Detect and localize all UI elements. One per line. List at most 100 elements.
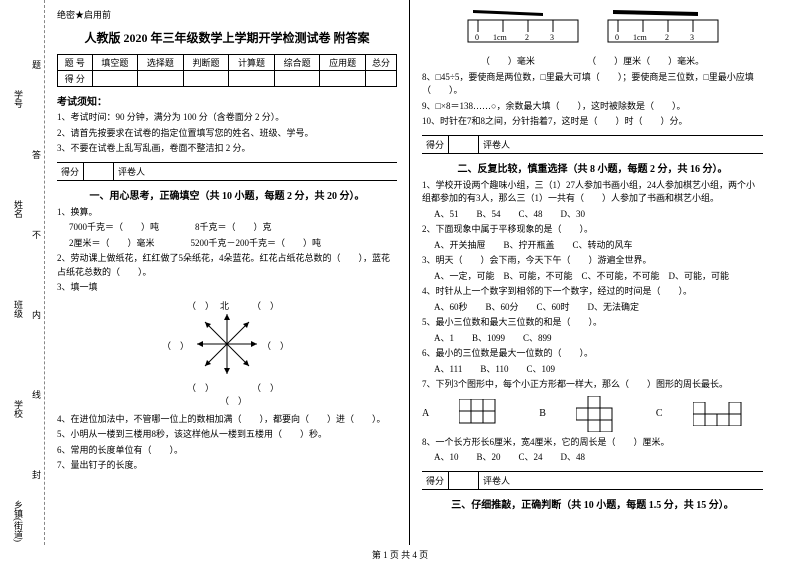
q5: 5、小明从一楼到三楼用8秒，该这样他从一楼到五楼用（ ）秒。 bbox=[57, 428, 397, 442]
compass-blank: （ ） bbox=[220, 394, 247, 407]
shape-a-icon bbox=[459, 399, 509, 429]
shape-b-icon bbox=[576, 396, 626, 432]
s2q7: 7、下列3个图形中，每个小正方形都一样大，那么（ ）图形的周长最长。 bbox=[422, 378, 763, 392]
q2: 2、劳动课上做纸花，红红做了5朵纸花，4朵蓝花。红花占纸花总数的（ ），蓝花占纸… bbox=[57, 252, 397, 279]
ruler-diagram: 0 1cm 2 3 0 1cm 2 3 bbox=[422, 8, 763, 51]
page-footer: 第 1 页 共 4 页 bbox=[0, 548, 800, 561]
reviewer-label: 评卷人 bbox=[479, 136, 514, 153]
q3: 3、填一填 bbox=[57, 281, 397, 295]
svg-text:3: 3 bbox=[550, 33, 554, 42]
svg-text:0: 0 bbox=[475, 33, 479, 42]
score-label: 得分 bbox=[422, 136, 449, 153]
side-label-class: 班级 bbox=[12, 300, 25, 318]
svg-text:2: 2 bbox=[665, 33, 669, 42]
seal-mark: 封 bbox=[30, 470, 43, 479]
q1-line2: 2厘米＝（ ）毫米 5200千克－200千克＝（ ）吨 bbox=[57, 237, 397, 251]
section2-title: 二、反复比较，慎重选择（共 8 小题，每题 2 分，共 16 分）。 bbox=[422, 160, 763, 175]
compass-blank: （ ） bbox=[262, 339, 289, 352]
shape-label-b: B bbox=[539, 408, 546, 419]
s2q8-opts: A、10 B、20 C、24 D、48 bbox=[422, 451, 763, 465]
th-fill: 填空题 bbox=[92, 55, 138, 71]
s2q2: 2、下面现象中属于平移现象的是（ ）。 bbox=[422, 223, 763, 237]
shape-label-c: C bbox=[656, 408, 663, 419]
notice-3: 3、不要在试卷上乱写乱画，卷面不整洁扣 2 分。 bbox=[57, 142, 397, 156]
shape-c-icon bbox=[693, 402, 753, 426]
ruler-answer-2: （ ）厘米（ ）毫米。 bbox=[587, 56, 704, 66]
ruler-2: 0 1cm 2 3 bbox=[603, 8, 723, 51]
q9: 9、□×8＝138……○，余数最大填（ ），这时被除数是（ ）。 bbox=[422, 100, 763, 114]
ruler-answer-1: （ ）毫米 bbox=[481, 56, 535, 66]
compass-blank: （ ） bbox=[162, 339, 189, 352]
th-total: 总分 bbox=[365, 55, 396, 71]
secret-label: 绝密★启用前 bbox=[57, 8, 397, 21]
section1-title: 一、用心思考，正确填空（共 10 小题，每题 2 分，共 20 分）。 bbox=[57, 187, 397, 202]
exam-title: 人教版 2020 年三年级数学上学期开学检测试卷 附答案 bbox=[57, 29, 397, 46]
side-label-name: 姓名 bbox=[12, 200, 25, 218]
ruler-icon: 0 1cm 2 3 bbox=[463, 8, 583, 48]
seal-mark: 题 bbox=[30, 60, 43, 69]
s2q6: 6、最小的三位数是最大一位数的（ ）。 bbox=[422, 347, 763, 361]
reviewer-label: 评卷人 bbox=[479, 472, 514, 489]
s2q1: 1、学校开设两个趣味小组，三（1）27人参加书画小组，24人参加棋艺小组，两个小… bbox=[422, 179, 763, 206]
s2q3-opts: A、一定，可能 B、可能，不可能 C、不可能，不可能 D、可能，可能 bbox=[422, 270, 763, 284]
ruler-1: 0 1cm 2 3 bbox=[463, 8, 583, 51]
score-table: 题 号 填空题 选择题 判断题 计算题 综合题 应用题 总分 得 分 bbox=[57, 54, 397, 87]
section3-title: 三、仔细推敲，正确判断（共 10 小题，每题 1.5 分，共 15 分）。 bbox=[422, 496, 763, 511]
q1-stem: 1、换算。 bbox=[57, 206, 397, 220]
section-score-box: 得分 评卷人 bbox=[422, 135, 763, 154]
notice-title: 考试须知： bbox=[57, 93, 397, 108]
s2q3: 3、明天（ ）会下雨，今天下午（ ）游遍全世界。 bbox=[422, 254, 763, 268]
s2q4: 4、时针从上一个数字到相邻的下一个数字，经过的时间是（ ）。 bbox=[422, 285, 763, 299]
th-app: 应用题 bbox=[320, 55, 366, 71]
th-calc: 计算题 bbox=[229, 55, 275, 71]
side-label-school: 学校 bbox=[12, 400, 25, 418]
q10: 10、时针在7和8之间，分针指着7，这时是（ ）时（ ）分。 bbox=[422, 115, 763, 129]
compass-blank: （ ） bbox=[187, 381, 214, 394]
th-choice: 选择题 bbox=[138, 55, 184, 71]
side-label-township: 乡镇(街道) bbox=[12, 500, 25, 542]
side-label-id: 学号 bbox=[12, 90, 25, 108]
q8: 8、□45÷5，要使商是两位数，□里最大可填（ ）；要使商是三位数，□里最小应填… bbox=[422, 71, 763, 98]
svg-text:3: 3 bbox=[690, 33, 694, 42]
section-score-box: 得分 评卷人 bbox=[422, 471, 763, 490]
compass-north: 北 bbox=[220, 299, 229, 312]
svg-text:2: 2 bbox=[525, 33, 529, 42]
score-label: 得分 bbox=[57, 163, 84, 180]
notice-2: 2、请首先按要求在试卷的指定位置填写您的姓名、班级、学号。 bbox=[57, 127, 397, 141]
s2q4-opts: A、60秒 B、60分 C、60时 D、无法确定 bbox=[422, 301, 763, 315]
score-label: 得分 bbox=[422, 472, 449, 489]
seal-mark: 线 bbox=[30, 390, 43, 399]
s2q5-opts: A、1 B、1099 C、899 bbox=[422, 332, 763, 346]
q4: 4、在进位加法中，不管哪一位上的数相加满（ ），都要向（ ）进（ ）。 bbox=[57, 413, 397, 427]
s2q8: 8、一个长方形长6厘米，宽4厘米，它的周长是（ ）厘米。 bbox=[422, 436, 763, 450]
q1-line1: 7000千克＝（ ）吨 8千克＝（ ）克 bbox=[57, 221, 397, 235]
th-judge: 判断题 bbox=[183, 55, 229, 71]
q7: 7、量出钉子的长度。 bbox=[57, 459, 397, 473]
compass-blank: （ ） bbox=[252, 299, 279, 312]
reviewer-label: 评卷人 bbox=[114, 163, 149, 180]
s2q6-opts: A、111 B、110 C、109 bbox=[422, 363, 763, 377]
seal-mark: 内 bbox=[30, 310, 43, 319]
th-num: 题 号 bbox=[58, 55, 93, 71]
q6: 6、常用的长度单位有（ ）。 bbox=[57, 444, 397, 458]
svg-text:1cm: 1cm bbox=[493, 33, 508, 42]
compass-blank: （ ） bbox=[252, 381, 279, 394]
compass-diagram: （ ） 北 （ ） （ ） （ ） （ ） （ ） （ ） bbox=[162, 299, 292, 409]
svg-text:0: 0 bbox=[615, 33, 619, 42]
ruler-icon: 0 1cm 2 3 bbox=[603, 8, 723, 48]
shapes-row: A B C bbox=[422, 396, 763, 432]
th-comp: 综合题 bbox=[274, 55, 320, 71]
compass-icon bbox=[197, 314, 257, 374]
right-column: 0 1cm 2 3 0 1cm 2 3 bbox=[410, 0, 775, 545]
shape-label-a: A bbox=[422, 408, 429, 419]
seal-mark: 不 bbox=[30, 230, 43, 239]
s2q1-opts: A、51 B、54 C、48 D、30 bbox=[422, 208, 763, 222]
s2q2-opts: A、开关抽屉 B、拧开瓶盖 C、转动的风车 bbox=[422, 239, 763, 253]
left-column: 绝密★启用前 人教版 2020 年三年级数学上学期开学检测试卷 附答案 题 号 … bbox=[45, 0, 410, 545]
notice-1: 1、考试时间：90 分钟，满分为 100 分（含卷面分 2 分）。 bbox=[57, 111, 397, 125]
svg-text:1cm: 1cm bbox=[633, 33, 648, 42]
seal-mark: 答 bbox=[30, 150, 43, 159]
s2q5: 5、最小三位数和最大三位数的和是（ ）。 bbox=[422, 316, 763, 330]
section-score-box: 得分 评卷人 bbox=[57, 162, 397, 181]
compass-blank: （ ） bbox=[187, 299, 214, 312]
